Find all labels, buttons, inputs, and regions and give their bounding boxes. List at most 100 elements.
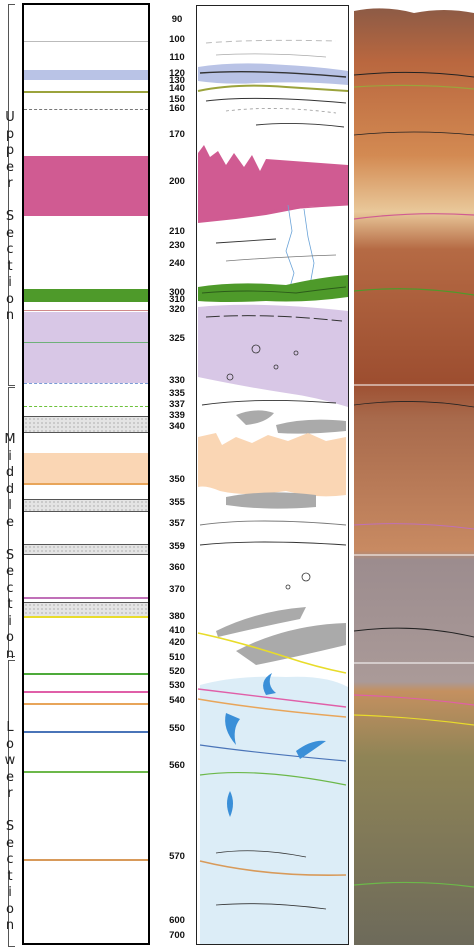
section-label-letter: o: [6, 901, 14, 917]
section-label-letter: d: [5, 465, 15, 480]
depth-label: 160: [169, 103, 185, 114]
sketch-line-140-olive: [197, 84, 349, 92]
section-label-letter: o: [6, 630, 14, 645]
photo-top-edge: [354, 5, 474, 13]
section-label-letter: e: [6, 514, 14, 530]
layer-570-orange-line: [24, 859, 148, 861]
section-label-letter: e: [6, 769, 14, 785]
sketch-grey-lens-355: [226, 492, 316, 509]
sketch-magenta-bottom: [215, 204, 349, 220]
sketch-water-feature-2: [225, 713, 240, 745]
depth-label: 700: [169, 930, 185, 941]
sketch-line-110: [215, 53, 327, 58]
section-label-letter: e: [6, 835, 14, 851]
section-label-letter: r: [7, 176, 13, 191]
sketch-magenta-block: [198, 145, 348, 223]
section-label-letter: i: [8, 448, 12, 464]
depth-label: 339: [169, 410, 185, 421]
sketch-lilac-zone: [198, 304, 348, 407]
section-label-letter: d: [5, 481, 15, 497]
section-label-letter: L: [6, 720, 14, 735]
depth-label: 600: [169, 915, 185, 926]
depth-label: 510: [169, 652, 185, 663]
depth-label: 570: [169, 851, 185, 862]
sketch-crack-2: [303, 208, 315, 286]
sketch-green-line: [201, 286, 347, 294]
sketch-line-160: [225, 108, 337, 114]
section-label-letter: c: [6, 242, 14, 257]
outcrop-photo: [354, 5, 474, 945]
section-label-letter: [0, 193, 20, 210]
sketch-peach-zone: [198, 433, 346, 497]
photo-line-9: [354, 694, 474, 706]
sketch-line-600: [215, 903, 327, 910]
section-label-letter: S: [5, 209, 15, 224]
layer-350-band: [24, 453, 148, 485]
section-label-letter: i: [8, 885, 12, 900]
depth-label: 150: [169, 94, 185, 105]
sketch-line-359: [199, 541, 347, 546]
depth-label: 357: [169, 518, 185, 529]
section-label-letter: w: [4, 753, 16, 768]
sketch-yellow-line: [197, 632, 347, 674]
depth-label: 300: [169, 287, 185, 298]
depth-label: 355: [169, 497, 185, 508]
depth-label: 520: [169, 666, 185, 677]
sketch-pebble-6: [285, 584, 291, 590]
photo-line-11: [354, 881, 474, 888]
section-label-letter: o: [6, 736, 14, 752]
depth-label: 200: [169, 176, 185, 187]
depth-label: 530: [169, 680, 185, 691]
section-label-letter: p: [5, 143, 15, 158]
sketch-line-230: [215, 238, 277, 244]
layer-540-orange-line: [24, 703, 148, 705]
section-label-letter: M: [4, 432, 16, 447]
sketch-grey-lens-339: [276, 419, 346, 434]
section-label-letter: o: [6, 291, 14, 307]
depth-label: 310: [169, 294, 185, 305]
sketch-line-580: [215, 850, 307, 858]
depth-label: 210: [169, 226, 185, 237]
depth-label: 320: [169, 304, 185, 315]
section-label-letter: i: [8, 613, 12, 629]
layer-550-blue-line: [24, 731, 148, 733]
sketch-line-550: [199, 744, 347, 762]
layer-325-green-line: [24, 342, 148, 343]
section-label-letter: c: [6, 580, 14, 596]
depth-label: 550: [169, 723, 185, 734]
depth-label: 90: [171, 14, 183, 25]
depth-label: 340: [169, 421, 185, 432]
sketch-green-band: [198, 275, 348, 302]
sketch-line-560: [199, 771, 347, 786]
section-label-letter: S: [5, 819, 15, 834]
sketch-pebble-2: [226, 373, 234, 381]
section-label-letter: t: [7, 868, 13, 884]
sketch-line-150: [205, 97, 347, 104]
photo-line-10: [354, 714, 474, 726]
sketch-water-feature-4: [227, 791, 233, 817]
depth-label: 420: [169, 637, 185, 648]
section-label-letter: p: [5, 126, 15, 142]
depth-label: 540: [169, 695, 185, 706]
upper-section-bracket: [8, 4, 15, 386]
section-label-letter: [0, 531, 20, 548]
depth-label: 325: [169, 333, 185, 344]
depth-label: 410: [169, 625, 185, 636]
section-label-letter: i: [8, 275, 12, 290]
layer-200-band: [24, 156, 148, 216]
layer-355-stipple: [24, 499, 148, 512]
sketch-pebble-5: [301, 572, 311, 582]
depth-label: 380: [169, 611, 185, 622]
sketch-grey-lens-337: [236, 410, 274, 425]
layer-325-band: [24, 312, 148, 383]
sketch-line-100: [205, 39, 337, 44]
layer-530-pink-line: [24, 691, 148, 693]
sketch-grey-lens-380: [216, 607, 306, 637]
photo-line-4: [354, 213, 474, 220]
sketch-line-357: [199, 520, 347, 526]
depth-label: 170: [169, 129, 185, 140]
sketch-line-320: [205, 315, 343, 322]
depth-label: 230: [169, 240, 185, 251]
